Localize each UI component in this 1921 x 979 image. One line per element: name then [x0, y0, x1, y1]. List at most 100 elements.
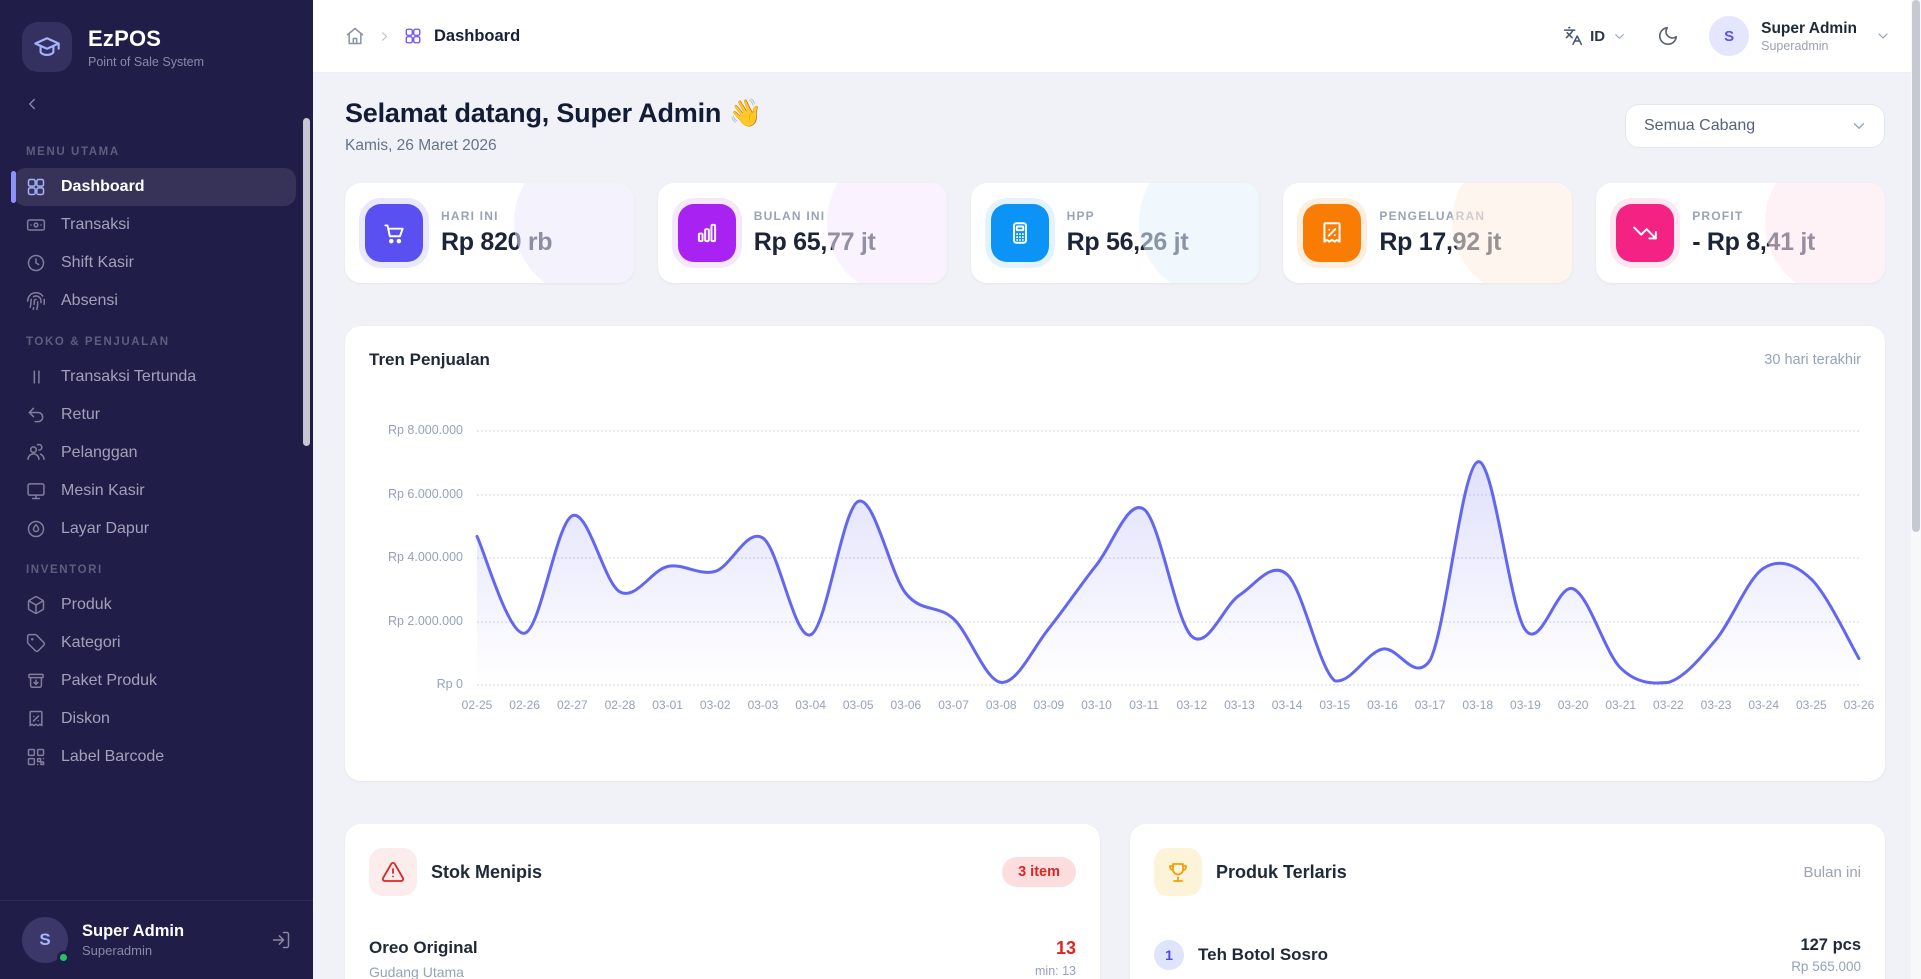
sidebar-item-shift-kasir[interactable]: Shift Kasir — [14, 244, 296, 282]
dark-mode-toggle[interactable] — [1657, 25, 1679, 47]
top-products-card: Produk Terlaris Bulan ini 1 Teh Botol So… — [1130, 824, 1885, 979]
low-stock-count-badge: 3 item — [1002, 857, 1076, 887]
top-products-icon-wrap — [1154, 848, 1202, 896]
x-tick-label: 03-13 — [1224, 698, 1255, 712]
stat-icon-wrap — [990, 204, 1049, 262]
page-content: Selamat datang, Super Admin 👋 Kamis, 26 … — [313, 73, 1921, 979]
qr-icon — [26, 747, 46, 767]
sidebar-item-mesin-kasir[interactable]: Mesin Kasir — [14, 472, 296, 510]
x-tick-label: 03-01 — [652, 698, 683, 712]
x-tick-label: 03-06 — [890, 698, 922, 712]
sidebar-collapse-button[interactable] — [18, 90, 46, 118]
flame-icon — [26, 519, 46, 539]
x-tick-label: 02-28 — [604, 698, 636, 712]
fingerprint-icon — [26, 291, 46, 311]
chart-line-svg — [475, 460, 1861, 685]
home-icon[interactable] — [345, 26, 365, 46]
branch-select[interactable]: Semua Cabang — [1625, 104, 1885, 148]
product-name: Oreo Original — [369, 938, 478, 957]
x-tick-label: 02-26 — [509, 698, 540, 712]
x-tick-label: 03-21 — [1605, 698, 1637, 712]
x-tick-label: 03-19 — [1510, 698, 1541, 712]
rank-badge: 1 — [1154, 940, 1184, 970]
users-icon — [26, 443, 46, 463]
sidebar-item-diskon[interactable]: Diskon — [14, 700, 296, 738]
top-products-title: Produk Terlaris — [1216, 861, 1347, 882]
tag-icon — [26, 633, 46, 653]
sidebar-item-kategori[interactable]: Kategori — [14, 624, 296, 662]
stat-card-hari-ini: HARI INI Rp 820 rb — [345, 183, 634, 283]
x-tick-label: 03-05 — [842, 698, 874, 712]
y-tick-label: Rp 0 — [436, 677, 463, 691]
x-tick-label: 03-14 — [1271, 698, 1303, 712]
app-tagline: Point of Sale System — [88, 54, 205, 69]
box-icon — [26, 595, 46, 615]
x-tick-label: 03-11 — [1129, 698, 1160, 712]
chart-title: Tren Penjualan — [369, 350, 490, 369]
sales-trend-card: Tren Penjualan 30 hari terakhir Rp 8.000… — [345, 326, 1885, 781]
product-location: Gudang Utama — [369, 964, 464, 979]
logout-icon[interactable] — [271, 930, 291, 950]
sidebar-item-label-barcode[interactable]: Label Barcode — [14, 738, 296, 776]
x-tick-label: 03-24 — [1748, 698, 1780, 712]
y-tick-label: Rp 2.000.000 — [387, 613, 463, 628]
sidebar: EzPOS Point of Sale System MENU UTAMA Das… — [0, 0, 313, 979]
graduation-cap-icon — [33, 33, 61, 61]
stat-card-profit: PROFIT - Rp 8,41 jt — [1596, 183, 1885, 283]
main-area: Dashboard ID S Super Admin Superadmin — [313, 0, 1921, 979]
page-scrollbar[interactable] — [1911, 0, 1921, 979]
sidebar-user-role: Superadmin — [82, 943, 153, 958]
page-date: Kamis, 26 Maret 2026 — [345, 137, 497, 154]
x-tick-label: 03-03 — [747, 698, 779, 712]
sidebar-item-dashboard[interactable]: Dashboard — [11, 168, 296, 206]
sidebar-user-card[interactable]: S Super Admin Superadmin — [0, 900, 313, 979]
top-products-period: Bulan ini — [1803, 863, 1861, 881]
sidebar-item-transaksi[interactable]: Transaksi — [14, 206, 296, 244]
breadcrumb-current: Dashboard — [434, 26, 521, 45]
sidebar-item-transaksi-tertunda[interactable]: Transaksi Tertunda — [14, 358, 296, 396]
sidebar-item-pelanggan[interactable]: Pelanggan — [14, 434, 296, 472]
sidebar-scrollbar-thumb[interactable] — [303, 118, 310, 446]
sidebar-user-name: Super Admin — [82, 922, 185, 940]
page-scrollbar-thumb[interactable] — [1912, 0, 1920, 532]
chart-period-label: 30 hari terakhir — [1764, 352, 1861, 368]
y-axis-labels: Rp 8.000.000 Rp 6.000.000 Rp 4.000.000 Rp 2… — [369, 423, 463, 691]
breadcrumb: Dashboard — [345, 26, 520, 46]
avatar: S — [1709, 16, 1750, 56]
topbar: Dashboard ID S Super Admin Superadmin — [313, 0, 1921, 73]
x-tick-label: 03-09 — [1033, 698, 1065, 712]
sidebar-item-paket-produk[interactable]: Paket Produk — [14, 662, 296, 700]
sidebar-item-absensi[interactable]: Absensi — [14, 282, 296, 320]
x-tick-label: 03-17 — [1414, 698, 1446, 712]
cash-icon — [26, 215, 46, 235]
stat-label: PROFIT — [1692, 209, 1744, 223]
cart-icon — [381, 220, 407, 246]
product-name: Teh Botol Sosro — [1198, 945, 1329, 964]
chart-plot-area[interactable] — [475, 430, 1861, 686]
x-tick-label: 03-25 — [1795, 698, 1827, 712]
y-tick-label: Rp 8.000.000 — [387, 423, 463, 437]
low-stock-icon-wrap — [369, 848, 417, 896]
x-tick-label: 03-16 — [1367, 698, 1398, 712]
sidebar-item-produk[interactable]: Produk — [14, 586, 296, 624]
nav-section-label: TOKO & PENJUALAN — [26, 336, 170, 348]
moon-icon — [1657, 25, 1679, 47]
user-role: Superadmin — [1761, 38, 1829, 53]
sidebar-nav: MENU UTAMA Dashboard Transaksi Shift Kasir A… — [0, 118, 313, 900]
language-switcher[interactable]: ID — [1563, 26, 1627, 46]
product-quantity: 127 pcs — [1800, 936, 1861, 954]
package-down-icon — [26, 671, 46, 691]
undo-icon — [26, 405, 46, 425]
stat-icon-wrap — [365, 204, 423, 262]
stat-card-bulan-ini: BULAN INI Rp 65,77 jt — [657, 183, 947, 283]
user-menu[interactable]: S Super Admin Superadmin — [1709, 16, 1891, 56]
product-revenue: Rp 565.000 — [1791, 959, 1861, 974]
sidebar-item-layar-dapur[interactable]: Layar Dapur — [14, 510, 296, 548]
nav-section-label: INVENTORI — [26, 564, 103, 576]
x-axis-labels: 02-25 02-26 02-27 02-28 03-01 03-02 03-03 03-04… — [462, 698, 1875, 718]
languages-icon — [1563, 26, 1583, 46]
app-name: EzPOS — [88, 25, 162, 51]
sidebar-item-retur[interactable]: Retur — [14, 396, 296, 434]
chevron-down-icon — [1850, 117, 1868, 135]
